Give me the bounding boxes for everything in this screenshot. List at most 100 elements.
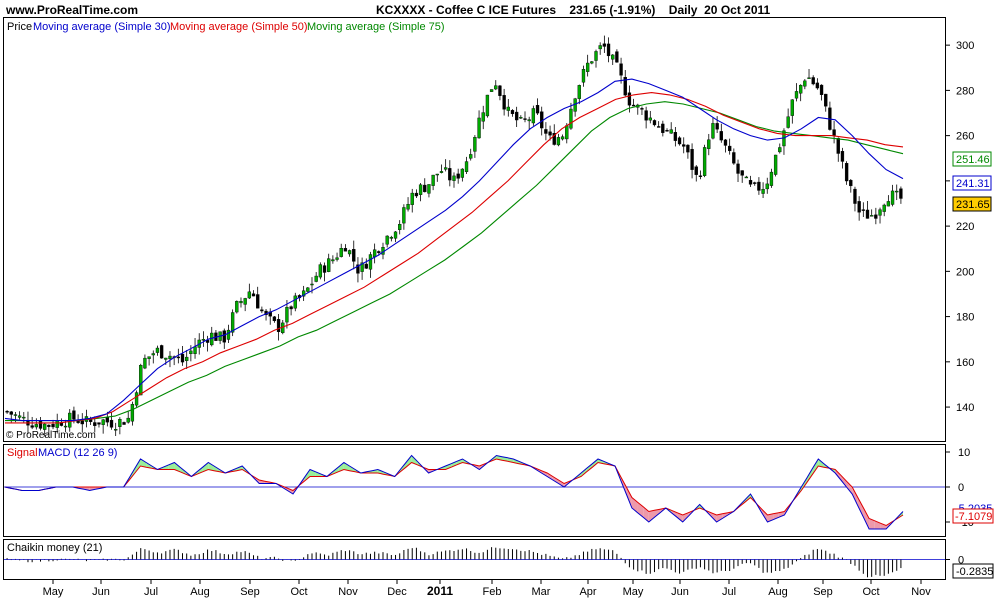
macd-fill-segment [852, 487, 858, 506]
candle-body [398, 224, 402, 230]
candle-body [556, 137, 561, 146]
chaikin-badge-box [952, 563, 994, 579]
price-panel-frame [3, 17, 946, 442]
candle-body [360, 262, 364, 272]
candle-body [423, 184, 427, 193]
candle-body [226, 329, 231, 340]
macd-fill-segment [202, 462, 209, 472]
macd-fill-segment [857, 497, 864, 518]
candle-body [878, 209, 882, 216]
candle-body [498, 85, 502, 96]
badge-ma75: 251.46 [956, 154, 990, 166]
candle-body [686, 144, 690, 153]
candle-body [778, 147, 782, 153]
macd-fill-segment [411, 455, 418, 465]
macd-fill-segment [405, 455, 412, 468]
candle-body [55, 420, 59, 428]
candle-body [17, 415, 22, 418]
candle-body [824, 93, 828, 107]
candle-body [736, 163, 740, 174]
candle-body [803, 80, 807, 87]
candle-body [548, 131, 552, 136]
candle-body [301, 290, 306, 297]
macd-fill-segment [592, 459, 599, 468]
price-y-tick-label: 260 [956, 131, 974, 143]
watermark: © ProRealTime.com [6, 430, 96, 441]
ma50-line [5, 92, 904, 424]
candle-body [886, 201, 891, 207]
macd-fill-segment [778, 511, 785, 518]
candle-body [753, 182, 757, 184]
candle-body [293, 295, 297, 309]
candle-body [372, 249, 377, 258]
candle-body [840, 151, 845, 162]
candle-body [485, 94, 490, 117]
candle-body [43, 423, 47, 430]
candle-body [310, 283, 314, 286]
x-tick-label: Nov [911, 586, 931, 598]
candle-body [105, 416, 109, 423]
candle-body [93, 422, 97, 426]
candle-body [552, 133, 556, 145]
candle-body [427, 184, 431, 194]
candle-body [811, 77, 815, 85]
macd-fill-segment [654, 509, 661, 518]
candle-body [606, 43, 611, 57]
macd-fill-segment [773, 512, 779, 520]
macd-fill-segment [174, 462, 181, 472]
site-url[interactable]: www.ProRealTime.com [6, 3, 139, 17]
candle-body [740, 170, 744, 176]
candle-body [322, 265, 327, 273]
candle-body [176, 356, 180, 359]
candle-body [339, 248, 343, 257]
x-tick-label: Jun [671, 586, 689, 598]
macd-fill-segment [648, 510, 655, 522]
candle-body [72, 410, 76, 420]
candle-body [857, 201, 861, 213]
price-y-tick-label: 280 [956, 85, 974, 97]
candle-body [527, 119, 531, 122]
candle-body [899, 188, 903, 199]
candle-body [594, 51, 598, 61]
x-tick-label: Oct [290, 586, 307, 598]
candle-body [598, 45, 602, 50]
candle-body [139, 365, 143, 396]
candle-body [5, 410, 9, 413]
candle-body [849, 180, 853, 187]
candle-body [544, 129, 548, 134]
candle-body [690, 148, 694, 170]
candle-body [80, 420, 84, 425]
candle-body [164, 357, 168, 360]
candle-body [251, 293, 256, 297]
macd-panel-frame [3, 444, 946, 537]
macd-fill-segment [840, 475, 847, 487]
candle-body [644, 110, 648, 121]
macd-badge-bottom: -7.1079 [955, 511, 992, 523]
candle-body [114, 429, 118, 431]
candle-body [565, 125, 569, 140]
legend-chaikin: Chaikin money (21) [7, 542, 102, 554]
macd-fill-segment [846, 481, 853, 494]
candle-body [757, 181, 761, 191]
legend-ma50: Moving average (Simple 50) [170, 21, 308, 33]
macd-fill-segment [869, 518, 875, 529]
candle-body [895, 190, 899, 193]
macd-fill-segment [682, 512, 689, 522]
candle-body [786, 116, 790, 128]
candle-body [698, 175, 703, 177]
macd-fill-segment [586, 463, 593, 472]
macd-fill-segment [716, 513, 723, 522]
candle-body [377, 251, 381, 253]
candle-body [769, 171, 774, 186]
candle-body [101, 419, 105, 425]
candle-body [30, 425, 34, 428]
candle-body [602, 43, 607, 47]
candle-body [652, 120, 657, 126]
candle-body [882, 204, 886, 212]
candle-body [836, 138, 840, 154]
candle-body [765, 183, 769, 190]
candle-body [890, 190, 895, 205]
macd-fill-segment [451, 461, 457, 468]
candle-body [656, 126, 661, 128]
